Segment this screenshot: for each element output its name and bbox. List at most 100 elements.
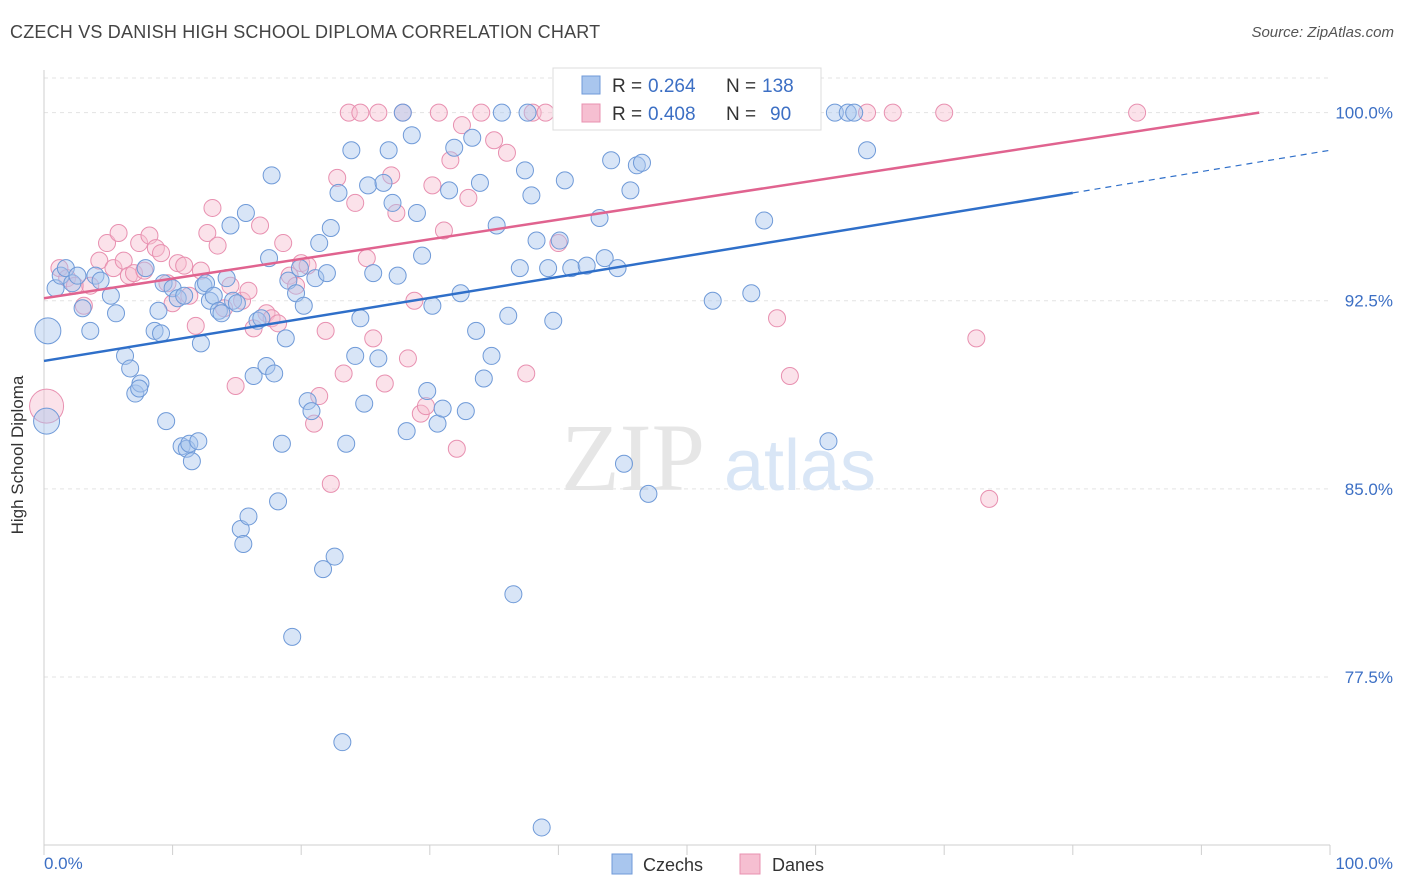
danes-point — [130, 234, 149, 253]
czech-point — [81, 321, 100, 340]
danes-point — [416, 397, 435, 416]
czech-point — [595, 249, 614, 268]
chart-source: Source: ZipAtlas.com — [1251, 24, 1394, 41]
legend-danes-r-label: R = — [612, 104, 647, 125]
x-tick-label-max: 100.0% — [1335, 854, 1393, 873]
danes-point — [447, 439, 466, 458]
czech-point — [310, 234, 329, 253]
danes-point — [523, 103, 542, 122]
y-tick-label-1: 92.5% — [1345, 292, 1393, 311]
trend-lines — [43, 111, 1331, 363]
czech-points — [33, 103, 877, 837]
czech-point — [433, 399, 452, 418]
stats-legend: R = 0.264 N = 138 R = 0.408 N = 90 — [552, 67, 822, 131]
czech-point — [262, 166, 281, 185]
czech-point — [562, 259, 581, 278]
czech-point — [614, 454, 633, 473]
czech-point — [379, 141, 398, 160]
czech-point — [325, 547, 344, 566]
czech-point — [121, 359, 140, 378]
czech-point — [175, 286, 194, 305]
czech-point — [555, 171, 574, 190]
danes-point — [274, 234, 293, 253]
danes-point — [768, 309, 787, 328]
czech-point — [383, 193, 402, 212]
watermark-zip: ZIP — [561, 404, 705, 511]
bottom-legend: Czechs Danes — [611, 853, 824, 875]
y-tick-labels: 100.0% 92.5% 85.0% 77.5% — [1335, 104, 1393, 687]
czech-point — [755, 211, 774, 230]
czech-point — [532, 818, 551, 837]
danes-point — [152, 244, 171, 263]
czech-point — [522, 186, 541, 205]
czech-point — [819, 432, 838, 451]
czech-point — [107, 304, 126, 323]
czech-point — [393, 103, 412, 122]
czech-point — [236, 203, 255, 222]
danes-point — [146, 239, 165, 258]
czech-point — [306, 269, 325, 288]
czech-point — [515, 161, 534, 180]
danes-point — [186, 316, 205, 335]
czech-point — [157, 412, 176, 431]
danes-point — [98, 234, 117, 253]
czech-point — [364, 264, 383, 283]
danes-point — [935, 103, 954, 122]
danes-point — [29, 388, 65, 424]
czech-point — [374, 173, 393, 192]
danes-point — [175, 256, 194, 275]
y-tick-label-2: 85.0% — [1345, 480, 1393, 499]
danes-point — [497, 143, 516, 162]
danes-point — [203, 198, 222, 217]
danes-point — [125, 264, 144, 283]
czech-point — [504, 585, 523, 604]
legend-danes-n-value: 90 — [770, 104, 791, 125]
legend-danes-r-value: 0.408 — [648, 104, 696, 125]
czech-point — [152, 324, 171, 343]
y-tick-label-3: 77.5% — [1345, 668, 1393, 687]
bottom-legend-swatch-danes — [739, 853, 761, 875]
czech-trend-extension — [1072, 149, 1331, 194]
danes-point — [357, 249, 376, 268]
czech-point — [239, 507, 258, 526]
danes-point — [459, 188, 478, 207]
czech-point — [359, 176, 378, 195]
danes-point — [780, 366, 799, 385]
czech-point — [276, 329, 295, 348]
x-tick-label-min: 0.0% — [44, 854, 83, 873]
chart-title: CZECH VS DANISH HIGH SCHOOL DIPLOMA CORR… — [10, 22, 601, 42]
czech-point — [550, 231, 569, 250]
czech-point — [467, 321, 486, 340]
danes-point — [198, 224, 217, 243]
danes-point — [251, 216, 270, 235]
danes-point — [334, 364, 353, 383]
czech-point — [388, 266, 407, 285]
czech-point — [221, 216, 240, 235]
czech-point — [492, 103, 511, 122]
czech-point — [212, 304, 231, 323]
bottom-legend-danes: Danes — [772, 855, 824, 875]
danes-point — [472, 103, 491, 122]
czech-point — [346, 346, 365, 365]
czech-point — [333, 733, 352, 752]
czech-point — [321, 219, 340, 238]
czech-point — [440, 181, 459, 200]
czech-point — [858, 141, 877, 160]
czech-point — [418, 382, 437, 401]
czech-point — [402, 126, 421, 145]
czech-point — [86, 266, 105, 285]
czech-point — [639, 484, 658, 503]
bottom-legend-swatch-czechs — [611, 853, 633, 875]
danes-point — [883, 103, 902, 122]
czech-point — [621, 181, 640, 200]
czech-point — [257, 356, 276, 375]
czech-point — [825, 103, 844, 122]
legend-swatch-czech — [581, 75, 601, 95]
czech-point — [73, 299, 92, 318]
czech-point — [413, 246, 432, 265]
czech-trend-line — [43, 191, 1074, 363]
czech-point — [342, 141, 361, 160]
danes-point — [980, 489, 999, 508]
czech-point — [369, 349, 388, 368]
